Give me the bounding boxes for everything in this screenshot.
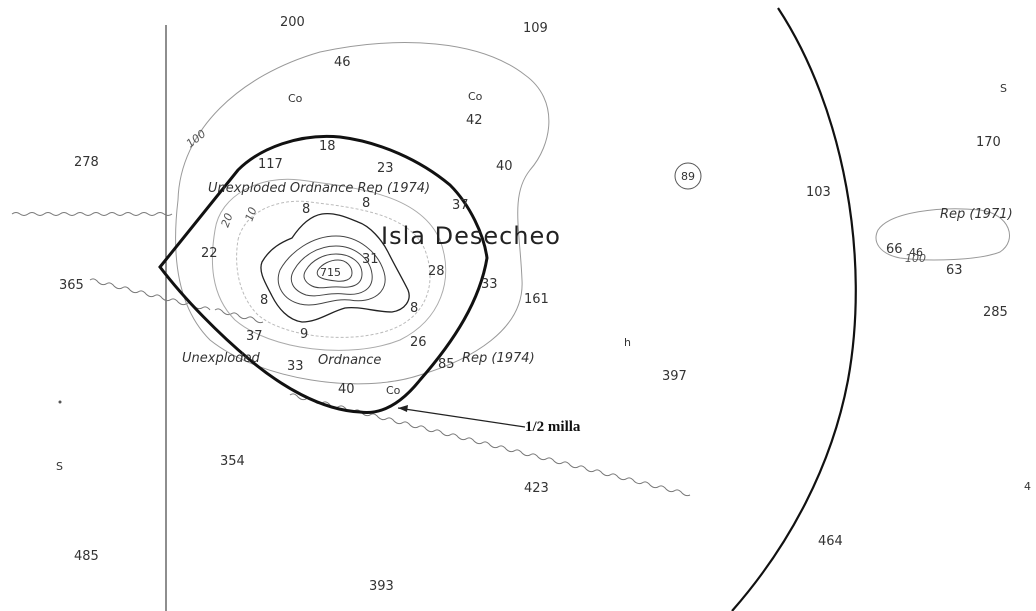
sounding: 200 [280, 15, 305, 30]
sounding: 40 [496, 159, 513, 174]
callout-arrow [398, 408, 525, 427]
sounding: 22 [201, 246, 218, 261]
sounding: 31 [362, 252, 379, 267]
sounding: 33 [287, 359, 304, 374]
sounding: 8 [260, 293, 268, 308]
hazard-label-north: Unexploded Ordnance Rep (1974) [208, 181, 430, 196]
seabed-label: Co [386, 384, 401, 397]
sounding: 117 [258, 157, 283, 172]
sounding: S [56, 460, 63, 473]
sounding: 37 [452, 198, 469, 213]
sounding: S [1000, 82, 1007, 95]
callout-arrowhead [398, 405, 408, 412]
hazard-label-south-a: Unexploded [182, 351, 261, 366]
contour-label-100: 100 [184, 127, 209, 150]
hazard-label-south-c: Rep (1974) [462, 351, 535, 366]
range-arc [732, 8, 856, 611]
sounding: 365 [59, 278, 84, 293]
sounding: 66 [886, 242, 903, 257]
sounding: h [624, 336, 631, 349]
sounding: 33 [481, 277, 498, 292]
seabed-label: Co [468, 90, 483, 103]
sounding: 42 [466, 113, 483, 128]
sounding: 63 [946, 263, 963, 278]
sounding: 103 [806, 185, 831, 200]
sounding: 485 [74, 549, 99, 564]
contour-20 [212, 179, 445, 350]
dot-mark [59, 401, 62, 404]
sounding: 161 [524, 292, 549, 307]
sounding: 37 [246, 329, 263, 344]
sounding: 8 [410, 301, 418, 316]
sounding: 8 [302, 202, 310, 217]
sounding: 46 [334, 55, 351, 70]
sounding: 40 [338, 382, 355, 397]
contour-100 [176, 43, 549, 384]
callout-label: 1/2 milla [525, 419, 581, 435]
sounding: 28 [428, 264, 445, 279]
sounding: 8 [362, 196, 370, 211]
sounding: 109 [523, 21, 548, 36]
circled-sounding: 89 [681, 170, 695, 183]
sounding: 354 [220, 454, 245, 469]
sounding: 423 [524, 481, 549, 496]
sounding: 393 [369, 579, 394, 594]
seabed-label: Co [288, 92, 303, 105]
sounding: 26 [410, 335, 427, 350]
sounding: 46 [909, 246, 923, 259]
sounding: 85 [438, 357, 455, 372]
sounding: 9 [300, 327, 308, 342]
sounding: 397 [662, 369, 687, 384]
sounding: 278 [74, 155, 99, 170]
hazard-label-south-b: Ordnance [318, 353, 381, 368]
summit-height: 715 [320, 266, 341, 279]
sounding: 464 [818, 534, 843, 549]
island-name: Isla Desecheo [381, 222, 561, 250]
sounding: 18 [319, 139, 336, 154]
hazard-label-east: Rep (1971) [940, 207, 1013, 222]
sounding: 23 [377, 161, 394, 176]
contour-label-10: 10 [243, 205, 260, 223]
contour-label-20: 20 [219, 211, 236, 229]
sounding: 285 [983, 305, 1008, 320]
sounding: 4 [1024, 480, 1031, 493]
sounding: 170 [976, 135, 1001, 150]
